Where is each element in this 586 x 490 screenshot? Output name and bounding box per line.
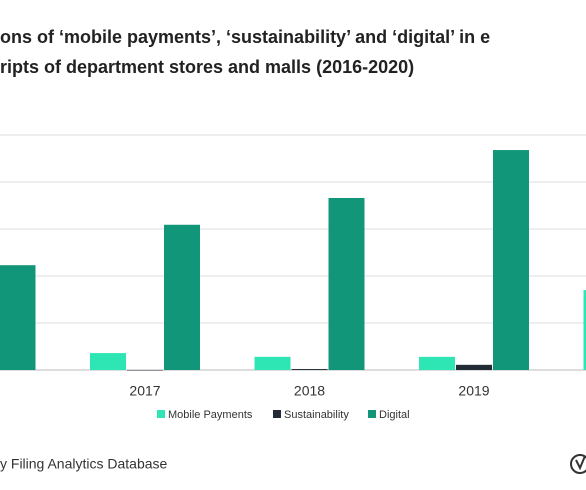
bar [583, 290, 586, 370]
bar [0, 265, 36, 370]
logo-icon [570, 454, 586, 474]
bar [456, 364, 492, 370]
chart-title: ripts of department stores and malls (20… [0, 57, 414, 77]
legend-swatch [368, 410, 376, 418]
legend-label: Sustainability [284, 409, 349, 421]
bar [328, 197, 365, 370]
bar [164, 224, 200, 370]
source-text: y Filing Analytics Database [0, 456, 168, 472]
chart-title: ons of ‘mobile payments’, ‘sustainabilit… [0, 27, 490, 47]
x-tick-label: 2017 [129, 383, 160, 399]
legend-label: Digital [379, 409, 410, 421]
x-tick-label: 2019 [458, 383, 489, 399]
legend-label: Mobile Payments [168, 409, 253, 421]
bar [419, 356, 455, 370]
bar [493, 150, 529, 370]
bar [291, 369, 328, 370]
legend-swatch [157, 410, 165, 418]
legend-swatch [273, 410, 281, 418]
x-tick-label: 2018 [294, 383, 325, 399]
bar [254, 356, 291, 370]
bar [127, 370, 163, 371]
bar [90, 353, 126, 370]
